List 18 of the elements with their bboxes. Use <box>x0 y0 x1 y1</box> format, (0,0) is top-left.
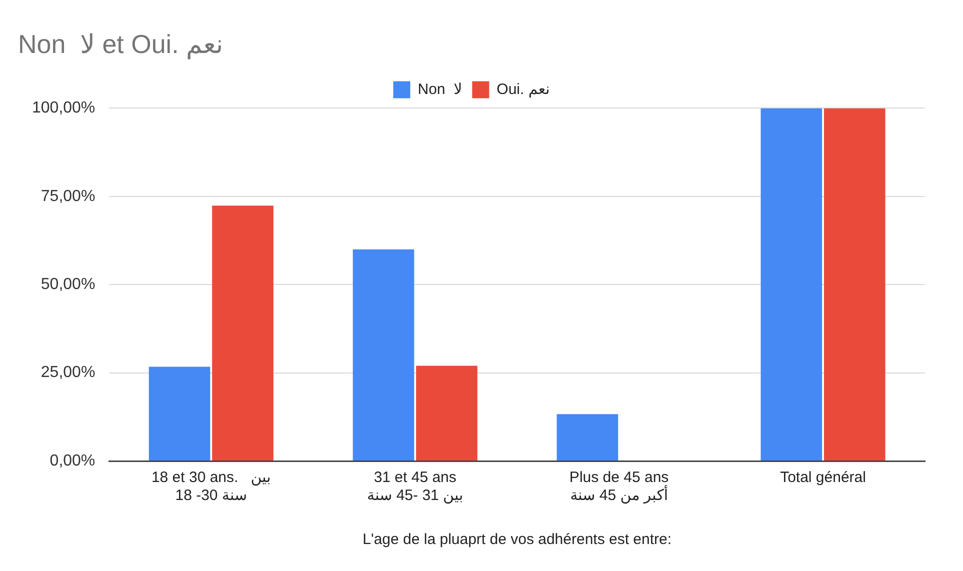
legend-label: Non لا <box>418 80 462 98</box>
y-tick-label: 100,00% <box>32 100 96 117</box>
bar <box>352 249 414 460</box>
bar <box>556 414 618 460</box>
x-tick-label: Total général <box>780 469 866 486</box>
legend-label: Oui. نعم <box>496 80 550 98</box>
bar <box>148 366 210 460</box>
x-axis-title: L'age de la pluaprt de vos adhérents est entre: <box>362 531 672 548</box>
y-tick-label: 25,00% <box>40 364 96 382</box>
y-tick-label: 75,00% <box>40 188 96 205</box>
chart-title: Non لا et Oui. نعم <box>18 28 224 60</box>
x-tick-label: 18 et 30 ans. بين سنة 30- 18 <box>151 469 271 504</box>
bar <box>212 206 274 460</box>
bar <box>824 108 886 460</box>
y-tick-label: 50,00% <box>40 276 96 294</box>
bar <box>760 108 822 460</box>
bar <box>416 366 478 460</box>
y-tick-label: 0,00% <box>50 452 96 470</box>
